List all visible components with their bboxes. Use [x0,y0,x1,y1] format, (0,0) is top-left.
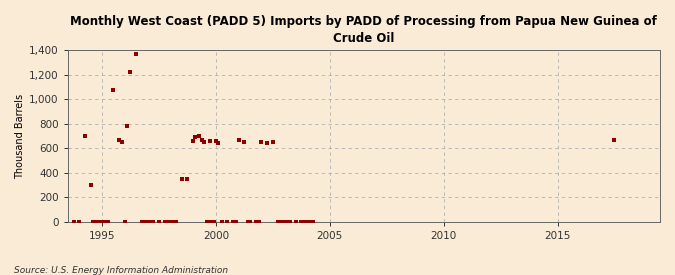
Point [302,219,313,224]
Point [91,219,102,224]
Point [299,219,310,224]
Point [122,124,132,128]
Point [281,219,292,224]
Point [97,219,107,224]
Point [304,219,315,224]
Point [99,219,109,224]
Point [80,134,90,138]
Point [188,139,198,143]
Point [244,219,255,224]
Point [199,140,210,144]
Point [103,219,113,224]
Point [117,140,128,144]
Point [267,140,278,144]
Point [211,139,221,143]
Point [231,219,242,224]
Point [609,138,620,142]
Point [136,219,147,224]
Point [213,141,223,145]
Point [290,219,301,224]
Point [284,219,295,224]
Point [239,140,250,144]
Point [273,219,284,224]
Point [108,87,119,92]
Y-axis label: Thousand Barrels: Thousand Barrels [15,94,25,178]
Point [163,219,173,224]
Point [153,219,164,224]
Point [193,134,204,138]
Point [205,139,215,143]
Point [242,219,253,224]
Point [250,219,261,224]
Point [216,219,227,224]
Point [254,219,265,224]
Title: Monthly West Coast (PADD 5) Imports by PADD of Processing from Papua New Guinea : Monthly West Coast (PADD 5) Imports by P… [70,15,657,45]
Point [167,219,178,224]
Point [95,219,105,224]
Point [222,219,233,224]
Point [148,219,159,224]
Point [85,183,96,187]
Text: Source: U.S. Energy Information Administration: Source: U.S. Energy Information Administ… [14,266,227,275]
Point [125,70,136,75]
Point [277,219,288,224]
Point [88,219,99,224]
Point [279,219,290,224]
Point [296,219,306,224]
Point [68,219,79,224]
Point [208,219,219,224]
Point [142,219,153,224]
Point [197,138,208,142]
Point [227,219,238,224]
Point [256,140,267,144]
Point [74,219,84,224]
Point [159,219,170,224]
Point [190,135,200,139]
Point [113,138,124,142]
Point [234,138,244,142]
Point [201,219,212,224]
Point [176,177,187,181]
Point [262,141,273,145]
Point [131,52,142,56]
Point [119,219,130,224]
Point [307,219,318,224]
Point [140,219,151,224]
Point [165,219,176,224]
Point [171,219,182,224]
Point [182,177,193,181]
Point [205,219,215,224]
Point [144,219,155,224]
